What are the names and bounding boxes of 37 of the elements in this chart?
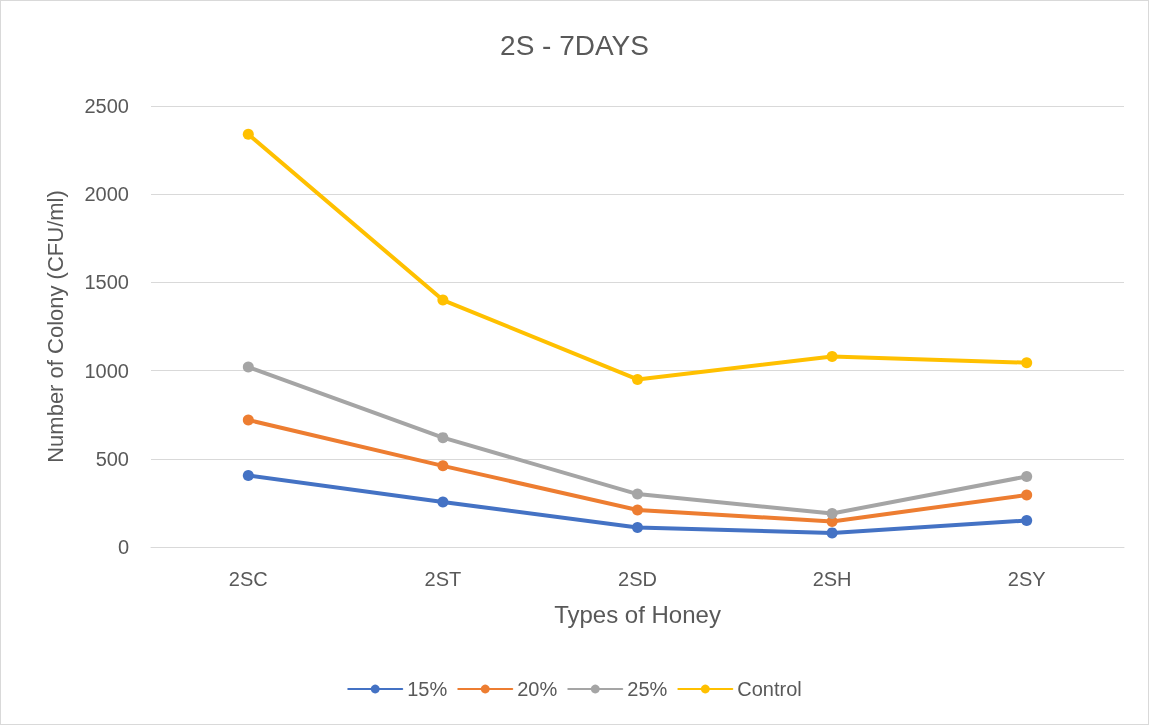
point: [826, 350, 838, 362]
point: [826, 507, 838, 519]
y-tick-label: 500: [95, 447, 129, 470]
y-tick-label: 0: [117, 536, 129, 558]
point: [632, 488, 643, 500]
point: [437, 496, 449, 508]
y-tick-label: 1500: [84, 271, 129, 294]
point: [242, 361, 254, 373]
x-tick-label: 2SH: [812, 568, 852, 590]
x-tick-label: 2SY: [1007, 568, 1046, 590]
point: [632, 373, 643, 385]
x-tick-label: 2SD: [618, 568, 657, 590]
y-tick-label: 2000: [84, 183, 129, 206]
point: [437, 460, 449, 472]
y-axis-title: Number of Colony (CFU/ml): [42, 190, 68, 463]
legend-label: Control: [737, 678, 802, 700]
point: [437, 294, 449, 306]
y-tick-label: 2500: [84, 95, 129, 117]
point: [437, 432, 449, 444]
point: [242, 470, 254, 482]
legend-label: 25%: [627, 678, 668, 700]
point: [1021, 470, 1033, 482]
x-tick-label: 2ST: [424, 568, 462, 590]
point: [1021, 489, 1033, 501]
y-tick-label: 1000: [84, 359, 129, 382]
legend-label: 20%: [517, 678, 558, 700]
chart-title: 2S - 7DAYS: [500, 29, 649, 61]
point: [632, 504, 643, 516]
legend-label: 15%: [407, 678, 448, 700]
point: [1021, 515, 1033, 527]
point: [632, 522, 643, 534]
point: [242, 414, 254, 426]
point: [242, 128, 254, 140]
point: [1021, 357, 1033, 369]
x-tick-label: 2SC: [228, 568, 268, 590]
point: [826, 527, 838, 539]
x-axis-title: Types of Honey: [554, 600, 721, 628]
